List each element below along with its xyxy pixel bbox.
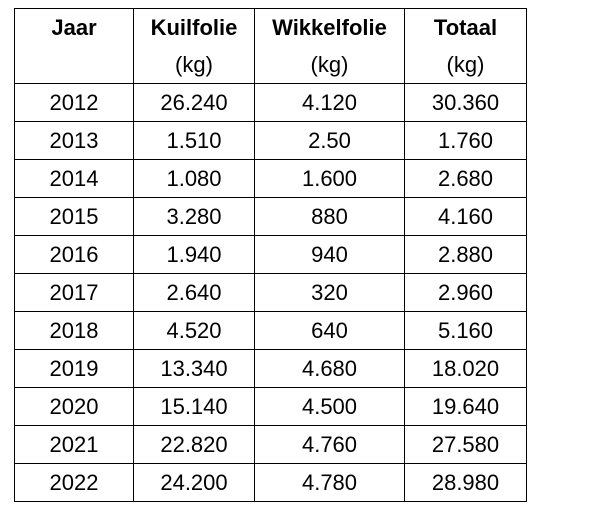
- header-jaar: Jaar: [14, 8, 134, 46]
- cell-wikkelfolie: 640: [254, 311, 405, 350]
- header-wikkelfolie: Wikkelfolie: [254, 8, 405, 46]
- folie-table: Jaar Kuilfolie Wikkelfolie Totaal (kg) (…: [14, 8, 527, 502]
- cell-jaar: 2022: [14, 463, 134, 502]
- cell-wikkelfolie: 880: [254, 197, 405, 236]
- cell-kuilfolie: 1.940: [133, 235, 255, 274]
- cell-totaal: 2.680: [404, 159, 527, 198]
- cell-jaar: 2020: [14, 387, 134, 426]
- cell-jaar: 2018: [14, 311, 134, 350]
- cell-kuilfolie: 13.340: [133, 349, 255, 388]
- cell-totaal: 30.360: [404, 83, 527, 122]
- table-row: 2022 24.200 4.780 28.980: [14, 463, 527, 502]
- cell-wikkelfolie: 320: [254, 273, 405, 312]
- cell-totaal: 4.160: [404, 197, 527, 236]
- cell-totaal: 5.160: [404, 311, 527, 350]
- unit-kuilfolie: (kg): [133, 46, 255, 84]
- table-row: 2018 4.520 640 5.160: [14, 311, 527, 350]
- cell-wikkelfolie: 4.500: [254, 387, 405, 426]
- cell-kuilfolie: 2.640: [133, 273, 255, 312]
- cell-jaar: 2012: [14, 83, 134, 122]
- cell-wikkelfolie: 4.760: [254, 425, 405, 464]
- cell-kuilfolie: 26.240: [133, 83, 255, 122]
- cell-kuilfolie: 1.510: [133, 121, 255, 160]
- cell-jaar: 2013: [14, 121, 134, 160]
- cell-totaal: 18.020: [404, 349, 527, 388]
- cell-totaal: 1.760: [404, 121, 527, 160]
- cell-jaar: 2016: [14, 235, 134, 274]
- unit-wikkelfolie: (kg): [254, 46, 405, 84]
- cell-kuilfolie: 24.200: [133, 463, 255, 502]
- cell-totaal: 19.640: [404, 387, 527, 426]
- cell-totaal: 27.580: [404, 425, 527, 464]
- table-row: 2013 1.510 2.50 1.760: [14, 121, 527, 160]
- table-row: 2017 2.640 320 2.960: [14, 273, 527, 312]
- table-row: 2016 1.940 940 2.880: [14, 235, 527, 274]
- header-totaal: Totaal: [404, 8, 527, 46]
- cell-totaal: 2.960: [404, 273, 527, 312]
- cell-jaar: 2017: [14, 273, 134, 312]
- cell-wikkelfolie: 4.780: [254, 463, 405, 502]
- cell-totaal: 2.880: [404, 235, 527, 274]
- cell-kuilfolie: 3.280: [133, 197, 255, 236]
- cell-jaar: 2014: [14, 159, 134, 198]
- cell-wikkelfolie: 1.600: [254, 159, 405, 198]
- table-row: 2021 22.820 4.760 27.580: [14, 425, 527, 464]
- table-row: 2012 26.240 4.120 30.360: [14, 83, 527, 122]
- cell-jaar: 2019: [14, 349, 134, 388]
- table-row: 2019 13.340 4.680 18.020: [14, 349, 527, 388]
- cell-wikkelfolie: 4.120: [254, 83, 405, 122]
- unit-row: (kg) (kg) (kg): [14, 46, 527, 84]
- cell-wikkelfolie: 4.680: [254, 349, 405, 388]
- cell-kuilfolie: 22.820: [133, 425, 255, 464]
- cell-totaal: 28.980: [404, 463, 527, 502]
- cell-jaar: 2015: [14, 197, 134, 236]
- table-row: 2014 1.080 1.600 2.680: [14, 159, 527, 198]
- cell-wikkelfolie: 940: [254, 235, 405, 274]
- table-row: 2020 15.140 4.500 19.640: [14, 387, 527, 426]
- cell-wikkelfolie: 2.50: [254, 121, 405, 160]
- cell-jaar: 2021: [14, 425, 134, 464]
- header-row: Jaar Kuilfolie Wikkelfolie Totaal: [14, 8, 527, 46]
- unit-jaar: [14, 46, 134, 84]
- unit-totaal: (kg): [404, 46, 527, 84]
- cell-kuilfolie: 1.080: [133, 159, 255, 198]
- table-row: 2015 3.280 880 4.160: [14, 197, 527, 236]
- header-kuilfolie: Kuilfolie: [133, 8, 255, 46]
- cell-kuilfolie: 4.520: [133, 311, 255, 350]
- cell-kuilfolie: 15.140: [133, 387, 255, 426]
